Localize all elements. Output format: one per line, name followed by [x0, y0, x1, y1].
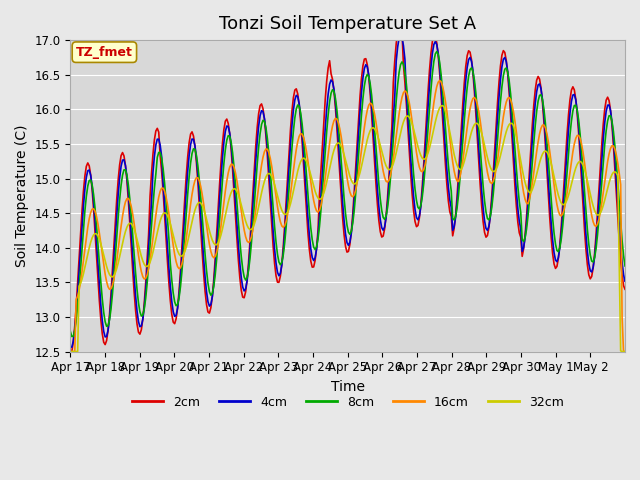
Y-axis label: Soil Temperature (C): Soil Temperature (C) [15, 125, 29, 267]
X-axis label: Time: Time [331, 380, 365, 394]
Legend: 2cm, 4cm, 8cm, 16cm, 32cm: 2cm, 4cm, 8cm, 16cm, 32cm [127, 391, 569, 414]
Text: TZ_fmet: TZ_fmet [76, 46, 133, 59]
Title: Tonzi Soil Temperature Set A: Tonzi Soil Temperature Set A [219, 15, 476, 33]
